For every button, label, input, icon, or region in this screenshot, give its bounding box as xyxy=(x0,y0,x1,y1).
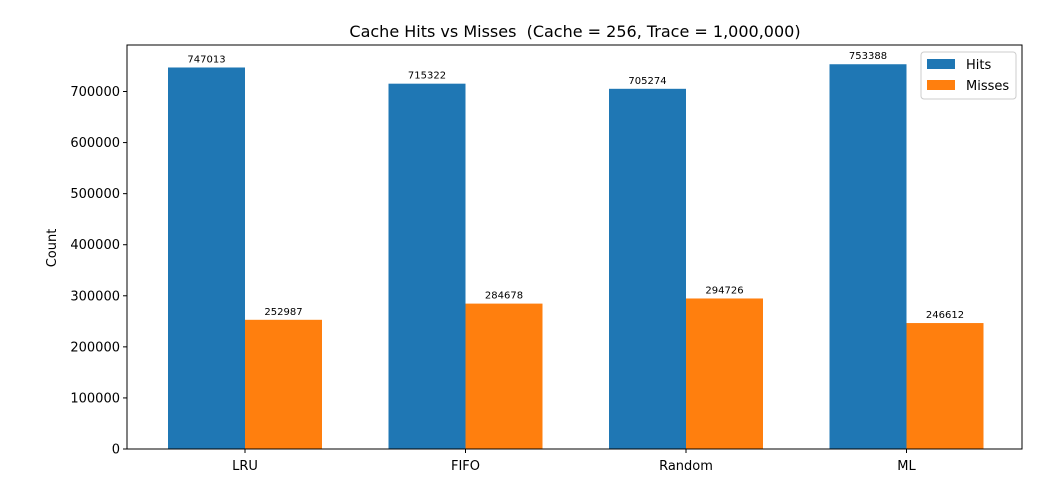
legend-label-misses: Misses xyxy=(966,79,1009,94)
y-tick-label: 600000 xyxy=(70,136,120,151)
y-tick-label: 100000 xyxy=(70,391,120,406)
y-tick-label: 400000 xyxy=(70,238,120,253)
y-axis-label: Count xyxy=(45,229,60,268)
bar-hits-lru xyxy=(168,67,245,450)
chart-title: Cache Hits vs Misses (Cache = 256, Trace… xyxy=(349,22,800,41)
bar-hits-fifo xyxy=(388,83,466,450)
bar-misses-fifo xyxy=(465,303,543,449)
bar-value-label: 747013 xyxy=(187,54,225,65)
y-tick-label: 0 xyxy=(112,443,120,458)
bar-value-label: 753388 xyxy=(849,51,887,62)
legend: Hits Misses xyxy=(920,51,1017,100)
bar-hits-random xyxy=(609,88,686,449)
legend-swatch-hits xyxy=(927,59,955,69)
legend-label-hits: Hits xyxy=(966,58,991,73)
legend-swatch-misses xyxy=(927,80,955,90)
bar-hits-ml xyxy=(829,64,907,450)
plot-area: 747013 715322 705274 753388 252987 284678 2947… xyxy=(70,44,1023,474)
bar-value-label: 284678 xyxy=(485,291,523,302)
bar-misses-lru xyxy=(245,319,322,449)
bar-value-label: 246612 xyxy=(926,310,964,321)
y-tick-label: 500000 xyxy=(70,187,120,202)
bar-value-label: 705274 xyxy=(628,76,666,87)
bar-value-label: 294726 xyxy=(705,285,743,296)
bar-misses-ml xyxy=(906,323,984,449)
y-tick-label: 300000 xyxy=(70,289,120,304)
x-tick-label-fifo: FIFO xyxy=(451,459,480,474)
x-tick-label-random: Random xyxy=(659,459,713,474)
bar-value-label: 252987 xyxy=(264,307,302,318)
y-tick-label: 200000 xyxy=(70,340,120,355)
plot-frame xyxy=(126,44,1023,450)
y-tick-label: 700000 xyxy=(70,85,120,100)
x-tick-label-lru: LRU xyxy=(232,459,258,474)
bar-value-label: 715322 xyxy=(408,71,446,82)
bar-misses-random xyxy=(686,298,763,449)
x-tick-label-ml: ML xyxy=(897,459,916,474)
